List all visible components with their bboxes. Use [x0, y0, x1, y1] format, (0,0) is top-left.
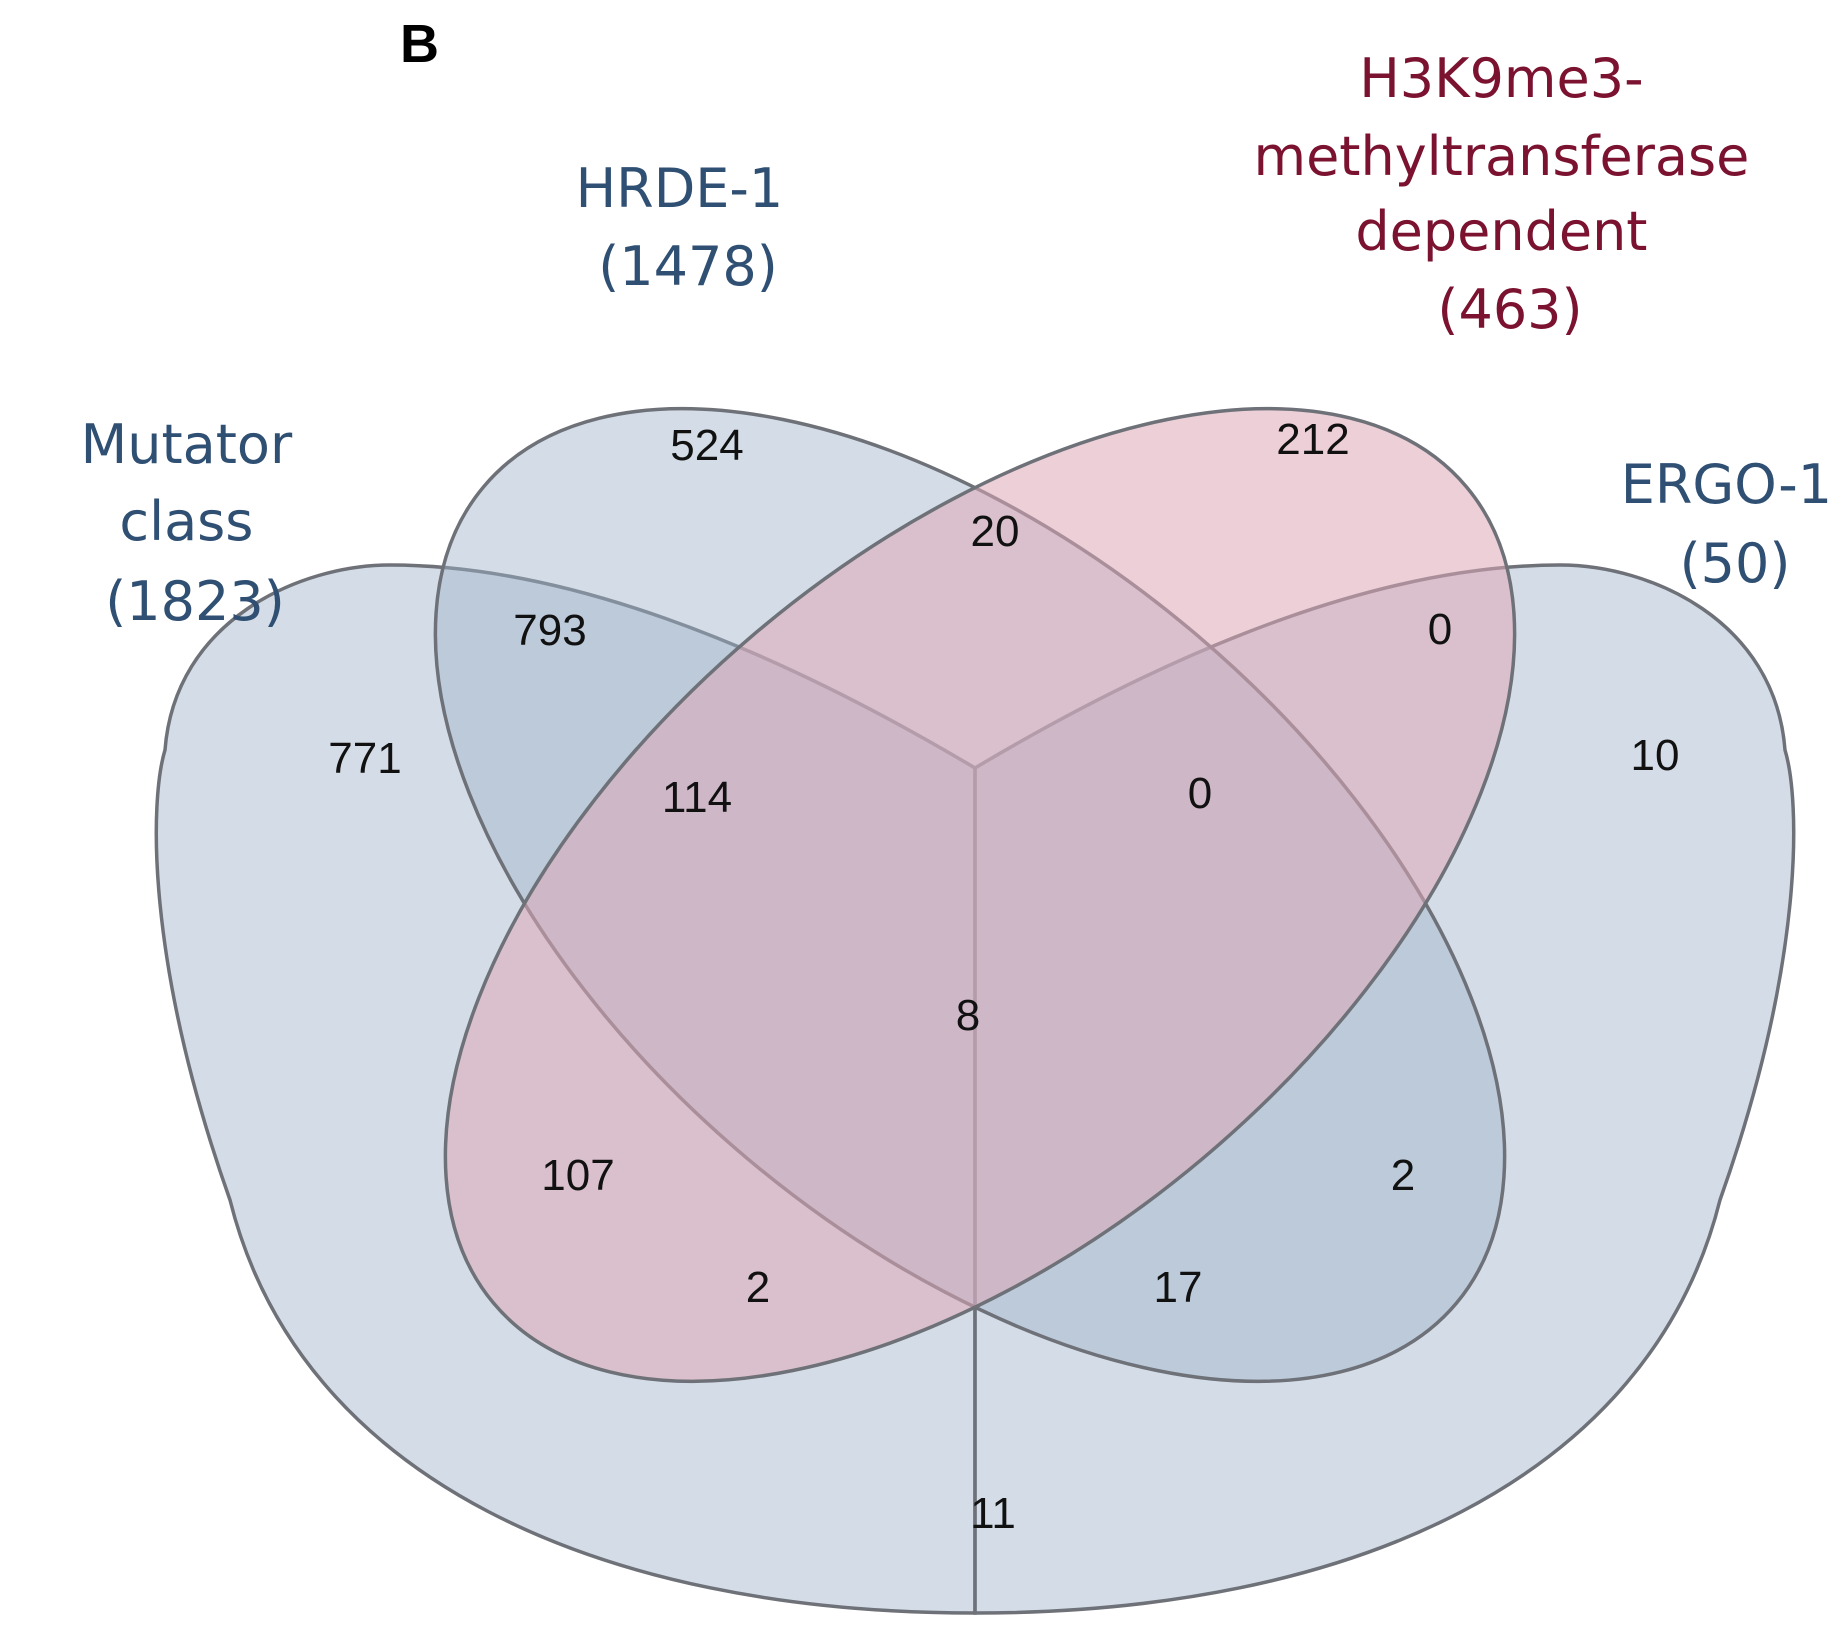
h3k9me3-label-line-1: H3K9me3-: [1359, 47, 1643, 110]
h3k9me3-label-line-3: dependent: [1355, 200, 1647, 263]
panel-label: B: [400, 14, 439, 74]
mutator-label-line-1: Mutator: [81, 413, 293, 476]
count-mutator-hrde: 793: [513, 606, 586, 655]
count-h3k9-only: 212: [1276, 415, 1349, 464]
ergo-1-label-line-1: ERGO-1: [1621, 453, 1832, 516]
ergo-1-label-line-2: (50): [1680, 532, 1791, 595]
h3k9me3-label-line-4: (463): [1437, 278, 1582, 341]
count-mutator-h3k9: 107: [541, 1151, 614, 1200]
count-mutator-hrde-ergo: 17: [1154, 1263, 1203, 1312]
hrde-1-label: HRDE-1 (1478): [576, 157, 801, 298]
count-h3k9-ergo: 0: [1428, 605, 1452, 654]
hrde-1-label-line-1: HRDE-1: [576, 157, 784, 220]
h3k9me3-set: [443, 406, 1517, 1384]
hrde-1-label-line-2: (1478): [598, 235, 778, 298]
count-all-four: 8: [956, 991, 980, 1040]
mutator-label-line-2: class: [119, 490, 253, 553]
count-ergo-only: 10: [1631, 731, 1680, 780]
count-hrde-only: 524: [670, 421, 743, 470]
count-mutator-hrde-h3k9: 114: [662, 773, 732, 822]
count-mutator-h3k9-ergo: 2: [746, 1263, 770, 1312]
count-hrde-h3k9: 20: [971, 507, 1020, 556]
ergo-1-label: ERGO-1 (50): [1621, 453, 1847, 595]
mutator-class-label: Mutator class (1823): [81, 413, 310, 633]
count-hrde-h3k9-ergo: 0: [1188, 769, 1212, 818]
h3k9me3-label: H3K9me3- methyltransferase dependent (46…: [1253, 47, 1766, 341]
mutator-label-line-3: (1823): [105, 570, 285, 633]
count-hrde-ergo: 2: [1391, 1151, 1415, 1200]
count-mutator-only: 771: [328, 734, 401, 783]
h3k9me3-label-line-2: methyltransferase: [1253, 125, 1749, 188]
count-mutator-ergo: 11: [970, 1489, 1016, 1538]
